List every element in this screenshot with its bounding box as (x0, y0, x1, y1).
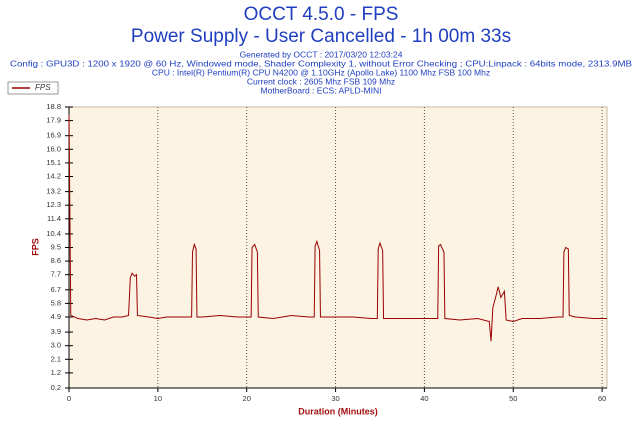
legend-box (7, 81, 59, 95)
y-tick-label: 3.9 (51, 327, 61, 336)
x-tick-label: 10 (154, 394, 162, 403)
y-axis-label: FPS (30, 238, 40, 256)
y-tick-label: 16.0 (46, 144, 61, 153)
legend-label: FPS (35, 83, 51, 92)
chart-subtitle: Power Supply - User Cancelled - 1h 00m 3… (131, 26, 511, 47)
y-tick-label: 0.2 (51, 383, 61, 392)
x-tick-label: 30 (331, 394, 339, 403)
x-tick-label: 60 (598, 394, 606, 403)
y-tick-label: 10.4 (46, 229, 61, 238)
info-line: MotherBoard : ECS: APLD-MINI (261, 85, 382, 95)
y-tick-label: 12.3 (46, 200, 61, 209)
info-line: Config : GPU3D : 1200 x 1920 @ 60 Hz, Wi… (10, 58, 632, 68)
x-tick-label: 50 (509, 394, 517, 403)
y-tick-label: 13.2 (46, 187, 61, 196)
chart-title: OCCT 4.5.0 - FPS (244, 4, 399, 25)
y-tick-label: 7.7 (51, 270, 61, 279)
y-tick-label: 4.9 (51, 312, 61, 321)
y-tick-label: 11.4 (47, 214, 61, 223)
y-tick-label: 6.7 (51, 285, 61, 294)
y-tick-label: 3.0 (51, 341, 61, 350)
y-tick-label: 5.8 (51, 298, 61, 307)
y-tick-label: 8.6 (51, 256, 61, 265)
data-line (68, 114, 607, 342)
x-axis-label: Duration (Minutes) (298, 406, 378, 416)
info-line: CPU : Intel(R) Pentium(R) CPU N4200 @ 1.… (152, 67, 490, 77)
y-tick-label: 9.5 (51, 242, 61, 251)
y-tick-label: 2.1 (51, 354, 61, 363)
info-line: Generated by OCCT : 2017/03/20 12:03:24 (240, 49, 403, 59)
x-tick-label: 0 (67, 394, 71, 403)
x-tick-label: 20 (243, 394, 251, 403)
y-tick-label: 15.1 (46, 158, 61, 167)
y-tick-label: 18.8 (46, 102, 61, 111)
y-tick-label: 1.2 (51, 368, 61, 377)
y-tick-label: 17.9 (46, 116, 61, 125)
y-tick-label: 16.9 (46, 131, 61, 140)
x-tick-label: 40 (420, 394, 428, 403)
y-tick-label: 14.2 (46, 171, 61, 180)
info-line: Current clock : 2605 Mhz FSB 109 Mhz (247, 76, 395, 86)
plot-area (68, 106, 608, 389)
